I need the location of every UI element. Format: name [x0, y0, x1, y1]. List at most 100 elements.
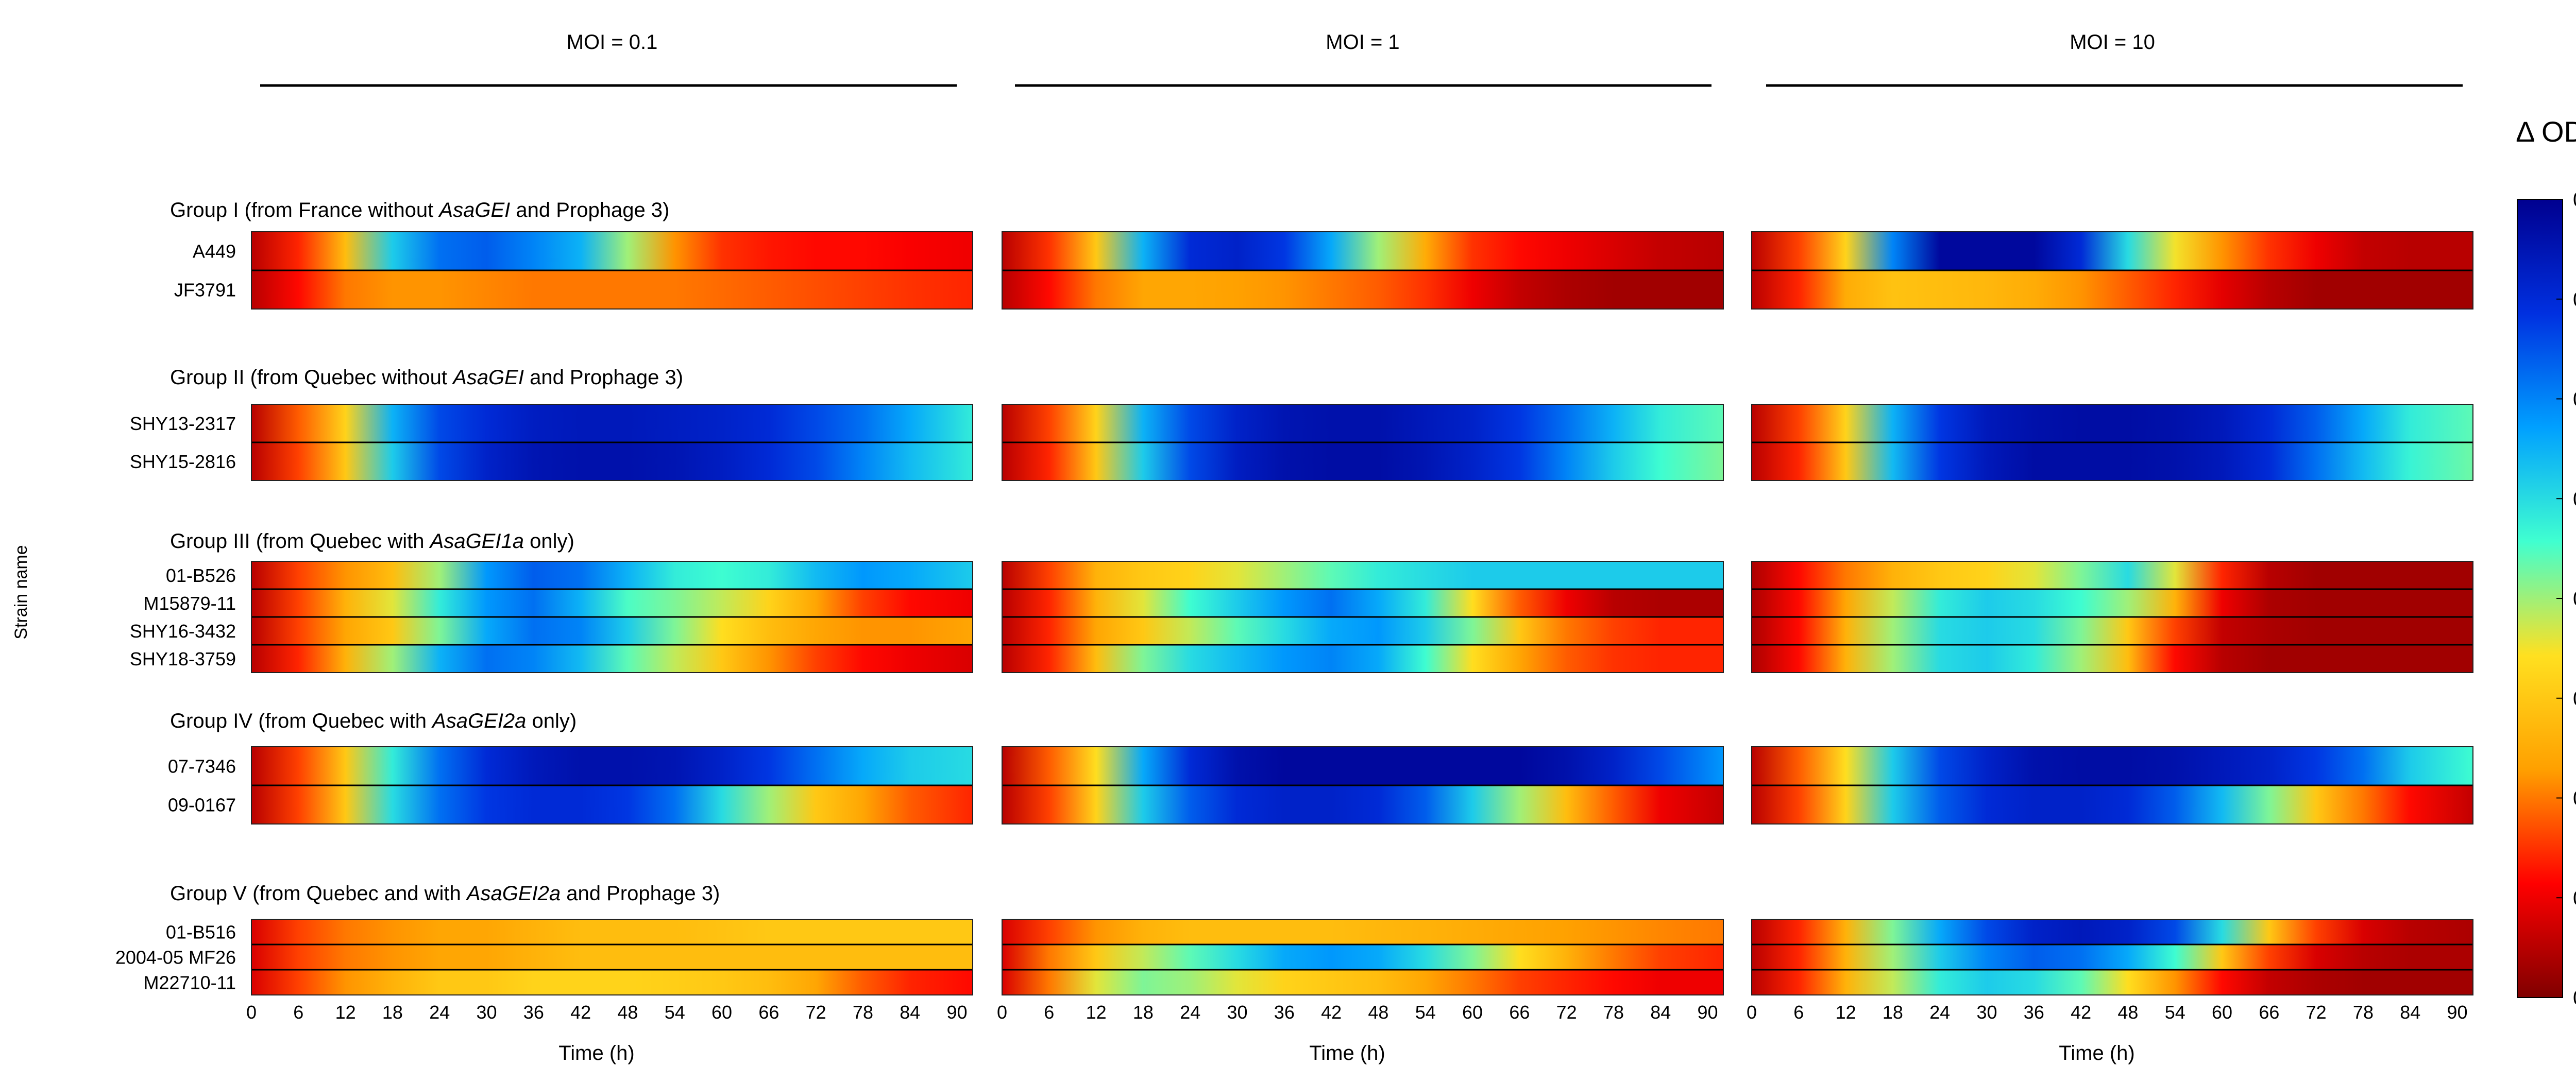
heat-row-01-B526-moi-1 [251, 561, 973, 589]
heat-row-07-7346-moi-2 [1002, 747, 1723, 785]
group-2: Group II (from Quebec without AsaGEI and… [130, 366, 2473, 481]
x-tick-label: 18 [382, 1002, 403, 1023]
x-tick-label: 24 [1180, 1002, 1200, 1023]
colorbar: 0 0.1 0.2 0.3 0.4 0.5 0.6 0.7 0.8 Δ OD [2516, 115, 2576, 1009]
heat-row-SHY16-3432-moi-1 [251, 617, 973, 645]
heat-row-SHY13-2317-moi-1 [251, 404, 973, 442]
group-title: Group V (from Quebec and with AsaGEI2a a… [170, 882, 720, 905]
group-5: Group V (from Quebec and with AsaGEI2a a… [115, 882, 2473, 995]
heatmap-frame [1002, 561, 1724, 673]
heat-row-A449-moi-2 [1002, 232, 1723, 270]
x-axis-title: Time (h) [1309, 1042, 1385, 1064]
heatmap-frame [251, 919, 973, 995]
x-tick-label: 54 [665, 1002, 685, 1023]
heat-row-M22710-11-moi-3 [1752, 970, 2473, 995]
moi-header-3: MOI = 10 [2070, 31, 2155, 54]
heat-row-M22710-11-moi-2 [1002, 970, 1723, 995]
x-tick-label: 60 [2212, 1002, 2232, 1023]
x-tick-label: 30 [1976, 1002, 1997, 1023]
heat-row-SHY15-2816-moi-3 [1752, 442, 2473, 480]
heat-row-JF3791-moi-1 [251, 270, 973, 309]
heatmap-frame [251, 561, 973, 673]
group-3: Group III (from Quebec with AsaGEI1a onl… [130, 530, 2473, 673]
heatmap-frame [1751, 231, 2473, 310]
x-tick-label: 42 [570, 1002, 591, 1023]
x-tick-label: 48 [2117, 1002, 2138, 1023]
x-tick-label: 6 [293, 1002, 303, 1023]
x-tick-label: 30 [1227, 1002, 1247, 1023]
heatmap-frame [251, 231, 973, 310]
colorbar-tick-label: 0.3 [2573, 688, 2576, 710]
heat-row-JF3791-moi-3 [1752, 270, 2473, 309]
x-tick-label: 90 [947, 1002, 968, 1023]
heat-row-SHY13-2317-moi-2 [1002, 404, 1723, 442]
strain-label: SHY15-2816 [130, 451, 236, 472]
colorbar-gradient [2517, 199, 2563, 998]
x-axis-title: Time (h) [2059, 1042, 2134, 1064]
x-tick-label: 18 [1133, 1002, 1154, 1023]
heat-row-2004-05-MF26-moi-3 [1752, 944, 2473, 970]
x-tick-label: 84 [900, 1002, 920, 1023]
x-tick-label: 12 [335, 1002, 356, 1023]
group-title: Group III (from Quebec with AsaGEI1a onl… [170, 530, 574, 553]
x-tick-label: 12 [1086, 1002, 1107, 1023]
x-tick-label: 66 [758, 1002, 779, 1023]
x-tick-label: 48 [617, 1002, 638, 1023]
x-tick-label: 60 [711, 1002, 732, 1023]
group-title: Group I (from France without AsaGEI and … [170, 199, 669, 221]
heat-row-SHY16-3432-moi-2 [1002, 617, 1723, 645]
heat-row-01-B516-moi-2 [1002, 919, 1723, 944]
x-tick-label: 66 [1509, 1002, 1530, 1023]
strain-label: 09-0167 [168, 795, 236, 816]
x-tick-label: 78 [853, 1002, 873, 1023]
strain-label: M15879-11 [144, 593, 236, 614]
x-tick-label: 24 [429, 1002, 450, 1023]
x-tick-label: 84 [2400, 1002, 2420, 1023]
heat-row-SHY18-3759-moi-3 [1752, 645, 2473, 673]
x-tick-label: 72 [806, 1002, 826, 1023]
x-tick-label: 36 [2024, 1002, 2044, 1023]
moi-header-2: MOI = 1 [1326, 31, 1399, 54]
x-tick-label: 36 [523, 1002, 544, 1023]
strain-label: 01-B516 [166, 922, 236, 943]
heat-row-M15879-11-moi-3 [1752, 589, 2473, 617]
moi-header-1: MOI = 0.1 [567, 31, 658, 54]
x-tick-label: 42 [1321, 1002, 1342, 1023]
x-tick-label: 0 [997, 1002, 1007, 1023]
strain-label: M22710-11 [144, 972, 236, 993]
heat-row-SHY18-3759-moi-2 [1002, 645, 1723, 673]
x-tick-label: 36 [1274, 1002, 1295, 1023]
x-tick-label: 18 [1883, 1002, 1903, 1023]
heatmap-frame [1002, 919, 1724, 995]
heatmap-frame [251, 746, 973, 825]
heat-row-SHY16-3432-moi-3 [1752, 617, 2473, 645]
x-tick-label: 54 [1415, 1002, 1436, 1023]
strain-label: A449 [193, 241, 236, 262]
x-tick-label: 54 [2165, 1002, 2185, 1023]
heatmap-frame [1002, 231, 1724, 310]
strain-label: 2004-05 MF26 [115, 947, 236, 968]
strain-label: SHY18-3759 [130, 648, 236, 669]
strain-label: SHY13-2317 [130, 413, 236, 434]
x-tick-label: 24 [1929, 1002, 1950, 1023]
group-1: Group I (from France without AsaGEI and … [170, 199, 2473, 310]
heat-row-07-7346-moi-3 [1752, 747, 2473, 785]
heat-row-SHY13-2317-moi-3 [1752, 404, 2473, 442]
heat-row-A449-moi-3 [1752, 232, 2473, 270]
colorbar-tick-label: 0.4 [2573, 588, 2576, 610]
heatmap-frame [1002, 404, 1724, 481]
heat-row-M15879-11-moi-1 [251, 589, 973, 617]
x-tick-label: 6 [1044, 1002, 1054, 1023]
x-tick-label: 48 [1368, 1002, 1388, 1023]
heat-row-09-0167-moi-3 [1752, 785, 2473, 824]
x-tick-label: 72 [2306, 1002, 2327, 1023]
heat-row-2004-05-MF26-moi-1 [251, 944, 973, 970]
heatmap-frame [1751, 746, 2473, 825]
colorbar-tick-label: 0.2 [2573, 787, 2576, 810]
colorbar-tick-label: 0.8 [2573, 188, 2576, 211]
y-axis-label: Strain name [11, 545, 31, 639]
heatmap-frame [1751, 919, 2473, 995]
x-tick-label: 42 [2071, 1002, 2091, 1023]
